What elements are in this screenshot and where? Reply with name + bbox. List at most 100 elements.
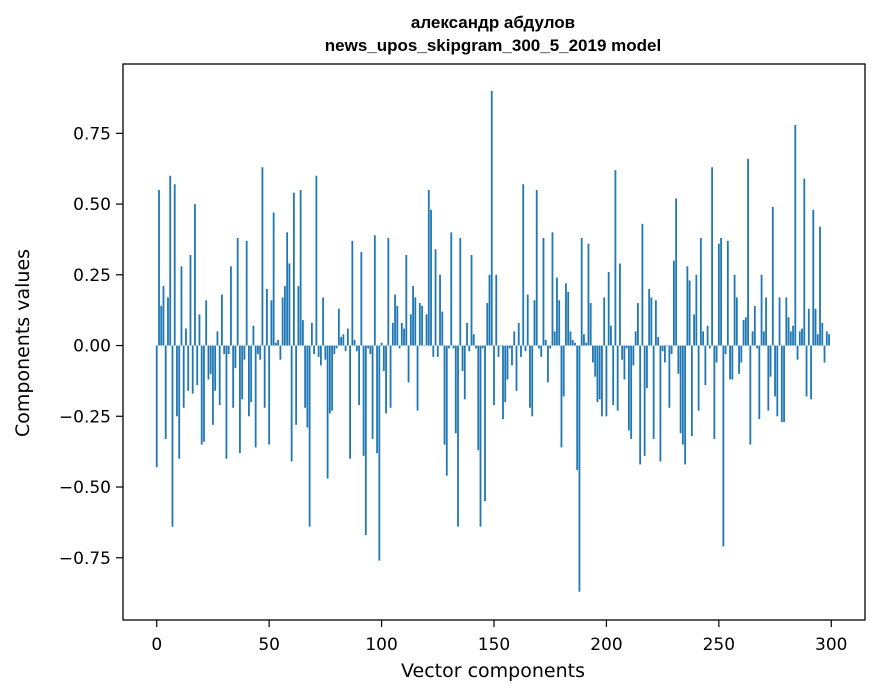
bar (623, 345, 626, 380)
bar (549, 345, 552, 349)
bar (180, 266, 183, 346)
bar (677, 345, 680, 374)
bar (816, 334, 819, 346)
bar (223, 345, 226, 355)
bar (430, 209, 432, 346)
bar (319, 345, 322, 366)
bar (322, 297, 325, 346)
bar (657, 337, 660, 346)
bar (589, 303, 592, 346)
bar (688, 280, 691, 346)
bar (243, 345, 246, 360)
bar (690, 345, 693, 437)
bar (376, 345, 378, 454)
bar (466, 322, 468, 346)
bar (731, 345, 734, 380)
bar (524, 345, 527, 352)
bar (412, 286, 414, 346)
bar (187, 345, 190, 391)
bar (194, 204, 196, 346)
bar (304, 345, 307, 408)
bar (275, 342, 277, 346)
bar (648, 288, 651, 346)
bar (819, 226, 821, 346)
bar (176, 345, 178, 417)
bar (511, 345, 513, 366)
bar (672, 260, 675, 346)
bar (364, 345, 367, 536)
bar (740, 345, 743, 363)
bar (807, 308, 810, 346)
bar (385, 345, 387, 414)
bar (198, 314, 201, 346)
bar (203, 345, 205, 442)
bar (693, 314, 696, 346)
bar (472, 334, 475, 346)
bar (299, 189, 302, 346)
y-tick-label: −0.75 (59, 549, 111, 569)
bar (513, 331, 516, 346)
bar (227, 345, 230, 355)
bar (212, 345, 214, 425)
bar (367, 345, 369, 349)
bar (371, 345, 374, 439)
bar (427, 189, 430, 346)
bar (517, 322, 520, 346)
bar (400, 322, 403, 346)
bar (488, 274, 491, 346)
bar (637, 303, 639, 346)
bar (394, 294, 396, 346)
bar (439, 274, 441, 346)
bar (335, 345, 338, 349)
bar (751, 331, 754, 346)
bar (160, 305, 163, 346)
bar (380, 342, 383, 346)
bar (250, 345, 253, 403)
bar (535, 189, 538, 346)
bar (407, 345, 410, 383)
bar (310, 322, 313, 346)
bar (196, 345, 199, 386)
bar (796, 345, 799, 360)
bar (306, 345, 309, 428)
bar (232, 345, 235, 408)
bar (540, 345, 543, 357)
bar (610, 325, 612, 346)
bar (533, 300, 536, 346)
x-tick-label: 50 (258, 635, 280, 655)
bar (621, 345, 624, 360)
bar (650, 297, 653, 346)
bar (167, 297, 169, 346)
bar (706, 325, 709, 346)
bar (587, 243, 590, 346)
bar (288, 263, 291, 346)
bar (324, 345, 327, 360)
bar (209, 345, 212, 374)
bar (281, 297, 284, 346)
bar (749, 345, 752, 445)
bar (490, 90, 493, 346)
bar (814, 308, 817, 346)
bar (317, 345, 320, 357)
bar (697, 345, 700, 411)
bar (542, 238, 545, 346)
bar (337, 308, 340, 346)
bar (720, 238, 722, 346)
bar (272, 212, 275, 346)
bar (331, 345, 334, 411)
bar (463, 345, 466, 400)
bar (722, 345, 725, 547)
bar (715, 345, 718, 363)
bar (218, 345, 221, 405)
bar (538, 345, 540, 349)
bar (470, 254, 473, 346)
bar (659, 345, 662, 462)
bar (358, 345, 360, 405)
bar (735, 297, 738, 346)
bar (769, 345, 772, 377)
x-tick-label: 200 (590, 635, 622, 655)
bar (780, 345, 783, 422)
bar (726, 240, 729, 346)
bar (445, 345, 448, 476)
bar (155, 345, 158, 468)
